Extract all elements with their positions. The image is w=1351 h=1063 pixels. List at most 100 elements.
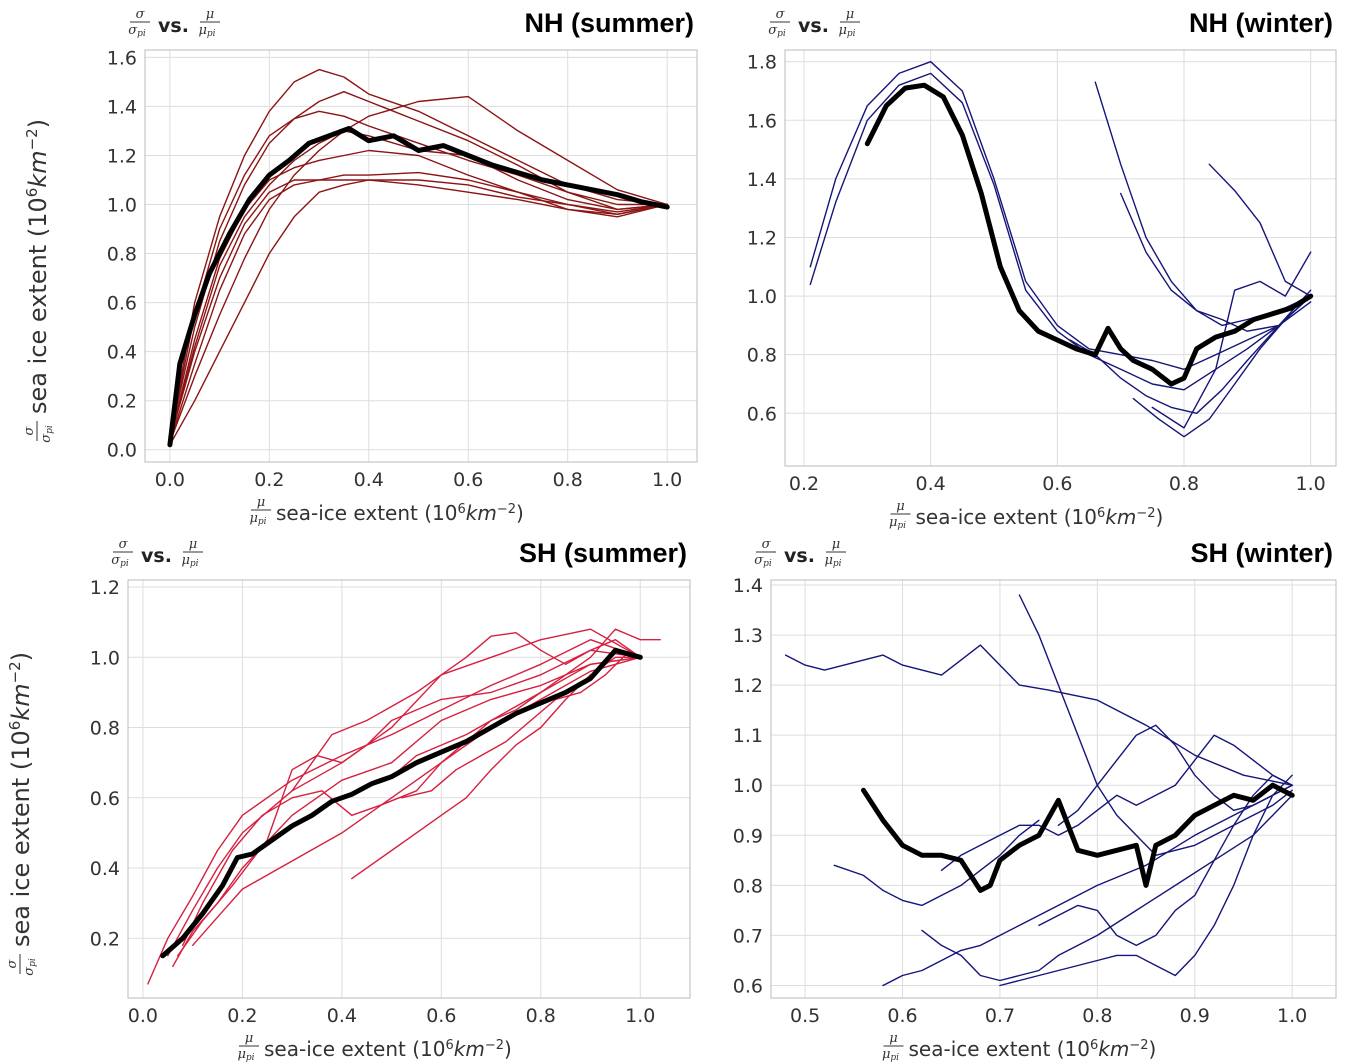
y-tick-label: 1.4 (747, 169, 777, 191)
y-tick-label: 0.8 (747, 345, 777, 367)
x-tick-label: 0.4 (354, 469, 384, 491)
y-tick-label: 0.9 (733, 825, 763, 847)
series-group (147, 628, 661, 985)
ensemble-member-line (176, 649, 641, 957)
ensemble-mean-line (864, 82, 1314, 387)
ylabel-sigma-denominator: σpi (39, 425, 55, 443)
x-tick-label: 0.5 (790, 1005, 820, 1027)
x-axis-label: sea-ice extent (106km−2) (264, 1037, 512, 1061)
panel-title: NH (winter) (1189, 8, 1333, 38)
ensemble-mean-line (160, 647, 643, 959)
y-tick-label: 1.4 (733, 575, 763, 597)
x-tick-label: 0.6 (453, 469, 483, 491)
y-tick-label: 0.6 (733, 975, 763, 997)
panel-title: SH (summer) (519, 538, 687, 568)
x-tick-label: 0.2 (254, 469, 284, 491)
subtitle-vs: vs. (141, 545, 172, 567)
x-tick-label: 0.2 (227, 1005, 257, 1027)
y-tick-label: 0.6 (747, 403, 777, 425)
y-tick-label: 1.1 (733, 725, 763, 747)
y-tick-label: 1.2 (747, 227, 777, 249)
plot-frame (770, 579, 1337, 999)
ensemble-member-line (400, 649, 631, 799)
series-group (167, 68, 670, 448)
x-tick-label: 0.4 (916, 473, 946, 495)
y-tick-label: 1.0 (747, 286, 777, 308)
ylabel-sigma-numerator: σ (5, 958, 20, 968)
ensemble-member-line (1094, 81, 1312, 327)
ensemble-member-line (999, 774, 1293, 987)
x-tick-label: 1.0 (1296, 473, 1326, 495)
subtitle-sigma-denominator: σpi (111, 553, 129, 569)
xlabel-mu-denominator: μpi (237, 1047, 254, 1063)
ylabel-sigma-numerator: σ (22, 425, 37, 435)
panel-title: SH (winter) (1190, 538, 1333, 568)
ensemble-member-line (169, 171, 668, 441)
subtitle-mu-denominator: μpi (824, 553, 841, 569)
ensemble-member-line (169, 130, 668, 441)
ensemble-member-line (921, 794, 1293, 982)
subtitle-mu-denominator: μpi (198, 23, 215, 39)
ensemble-member-line (169, 149, 668, 441)
xlabel-mu-numerator: μ (245, 1031, 253, 1046)
y-tick-label: 1.3 (733, 625, 763, 647)
subtitle-sigma-denominator: σpi (768, 23, 786, 39)
y-tick-label: 1.0 (90, 647, 120, 669)
ensemble-member-line (390, 628, 661, 778)
x-axis-label: sea-ice extent (106km−2) (909, 1037, 1157, 1061)
x-tick-label: 0.8 (1169, 473, 1199, 495)
y-tick-label: 1.2 (107, 145, 137, 167)
y-tick-label: 0.6 (107, 293, 137, 315)
ensemble-member-line (809, 61, 1312, 370)
panel-title: NH (summer) (524, 8, 694, 38)
x-tick-label: 0.6 (426, 1005, 456, 1027)
x-tick-label: 0.6 (1042, 473, 1072, 495)
panel-sh-winter: 0.5 0.6 0.7 0.8 0.9 1.0 0.6 0.7 0.8 0.9 1.0 1.1 1.2 1… (733, 537, 1337, 1063)
x-tick-label: 0.2 (789, 473, 819, 495)
y-tick-label: 0.8 (90, 718, 120, 740)
panel-sh-summer: 0.0 0.2 0.4 0.6 0.8 1.0 0.2 0.4 0.6 0.8 1.0 1.2 SH (… (5, 537, 691, 1063)
x-axis-label: sea-ice extent (106km−2) (916, 505, 1164, 529)
subtitle-sigma-numerator: σ (136, 7, 146, 22)
panel-nh-summer: 0.0 0.2 0.4 0.6 0.8 1.0 0.0 0.2 0.4 0.6 0.8 1.0 1.2 1… (22, 7, 698, 527)
plot-frame (784, 49, 1337, 467)
xlabel-mu-numerator: μ (257, 495, 265, 510)
ensemble-member-line (169, 68, 668, 439)
y-tick-label: 1.0 (733, 775, 763, 797)
subtitle-sigma-numerator: σ (776, 7, 786, 22)
series-group (784, 594, 1295, 987)
ensemble-member-line (191, 656, 641, 946)
subtitle-vs: vs. (798, 15, 829, 37)
y-tick-label: 1.2 (90, 577, 120, 599)
y-tick-label: 0.2 (107, 391, 137, 413)
subtitle-sigma-numerator: σ (119, 537, 129, 552)
subtitle-vs: vs. (158, 15, 189, 37)
ensemble-member-line (169, 110, 668, 439)
x-tick-label: 0.4 (327, 1005, 357, 1027)
subtitle-mu-denominator: μpi (181, 553, 198, 569)
x-tick-label: 0.9 (1180, 1005, 1210, 1027)
x-axis-label: sea-ice extent (106km−2) (276, 501, 524, 525)
xlabel-mu-numerator: μ (896, 499, 904, 514)
y-tick-label: 0.4 (90, 858, 120, 880)
ensemble-member-line (1119, 192, 1312, 332)
xlabel-mu-denominator: μpi (249, 511, 266, 527)
y-tick-label: 1.8 (747, 52, 777, 74)
xlabel-mu-denominator: μpi (882, 1047, 899, 1063)
x-tick-label: 0.0 (128, 1005, 158, 1027)
ensemble-member-line (882, 784, 1293, 987)
ensemble-member-line (147, 639, 641, 985)
ensemble-member-line (1069, 295, 1312, 414)
ensemble-member-line (1151, 251, 1312, 429)
y-tick-label: 1.2 (733, 675, 763, 697)
ensemble-member-line (169, 179, 668, 446)
x-tick-label: 1.0 (625, 1005, 655, 1027)
ensemble-member-line (1057, 724, 1293, 826)
y-tick-label: 0.0 (107, 440, 137, 462)
y-tick-label: 0.4 (107, 342, 137, 364)
y-tick-label: 1.4 (107, 96, 137, 118)
ensemble-member-line (940, 734, 1293, 871)
ensemble-member-line (167, 628, 641, 957)
